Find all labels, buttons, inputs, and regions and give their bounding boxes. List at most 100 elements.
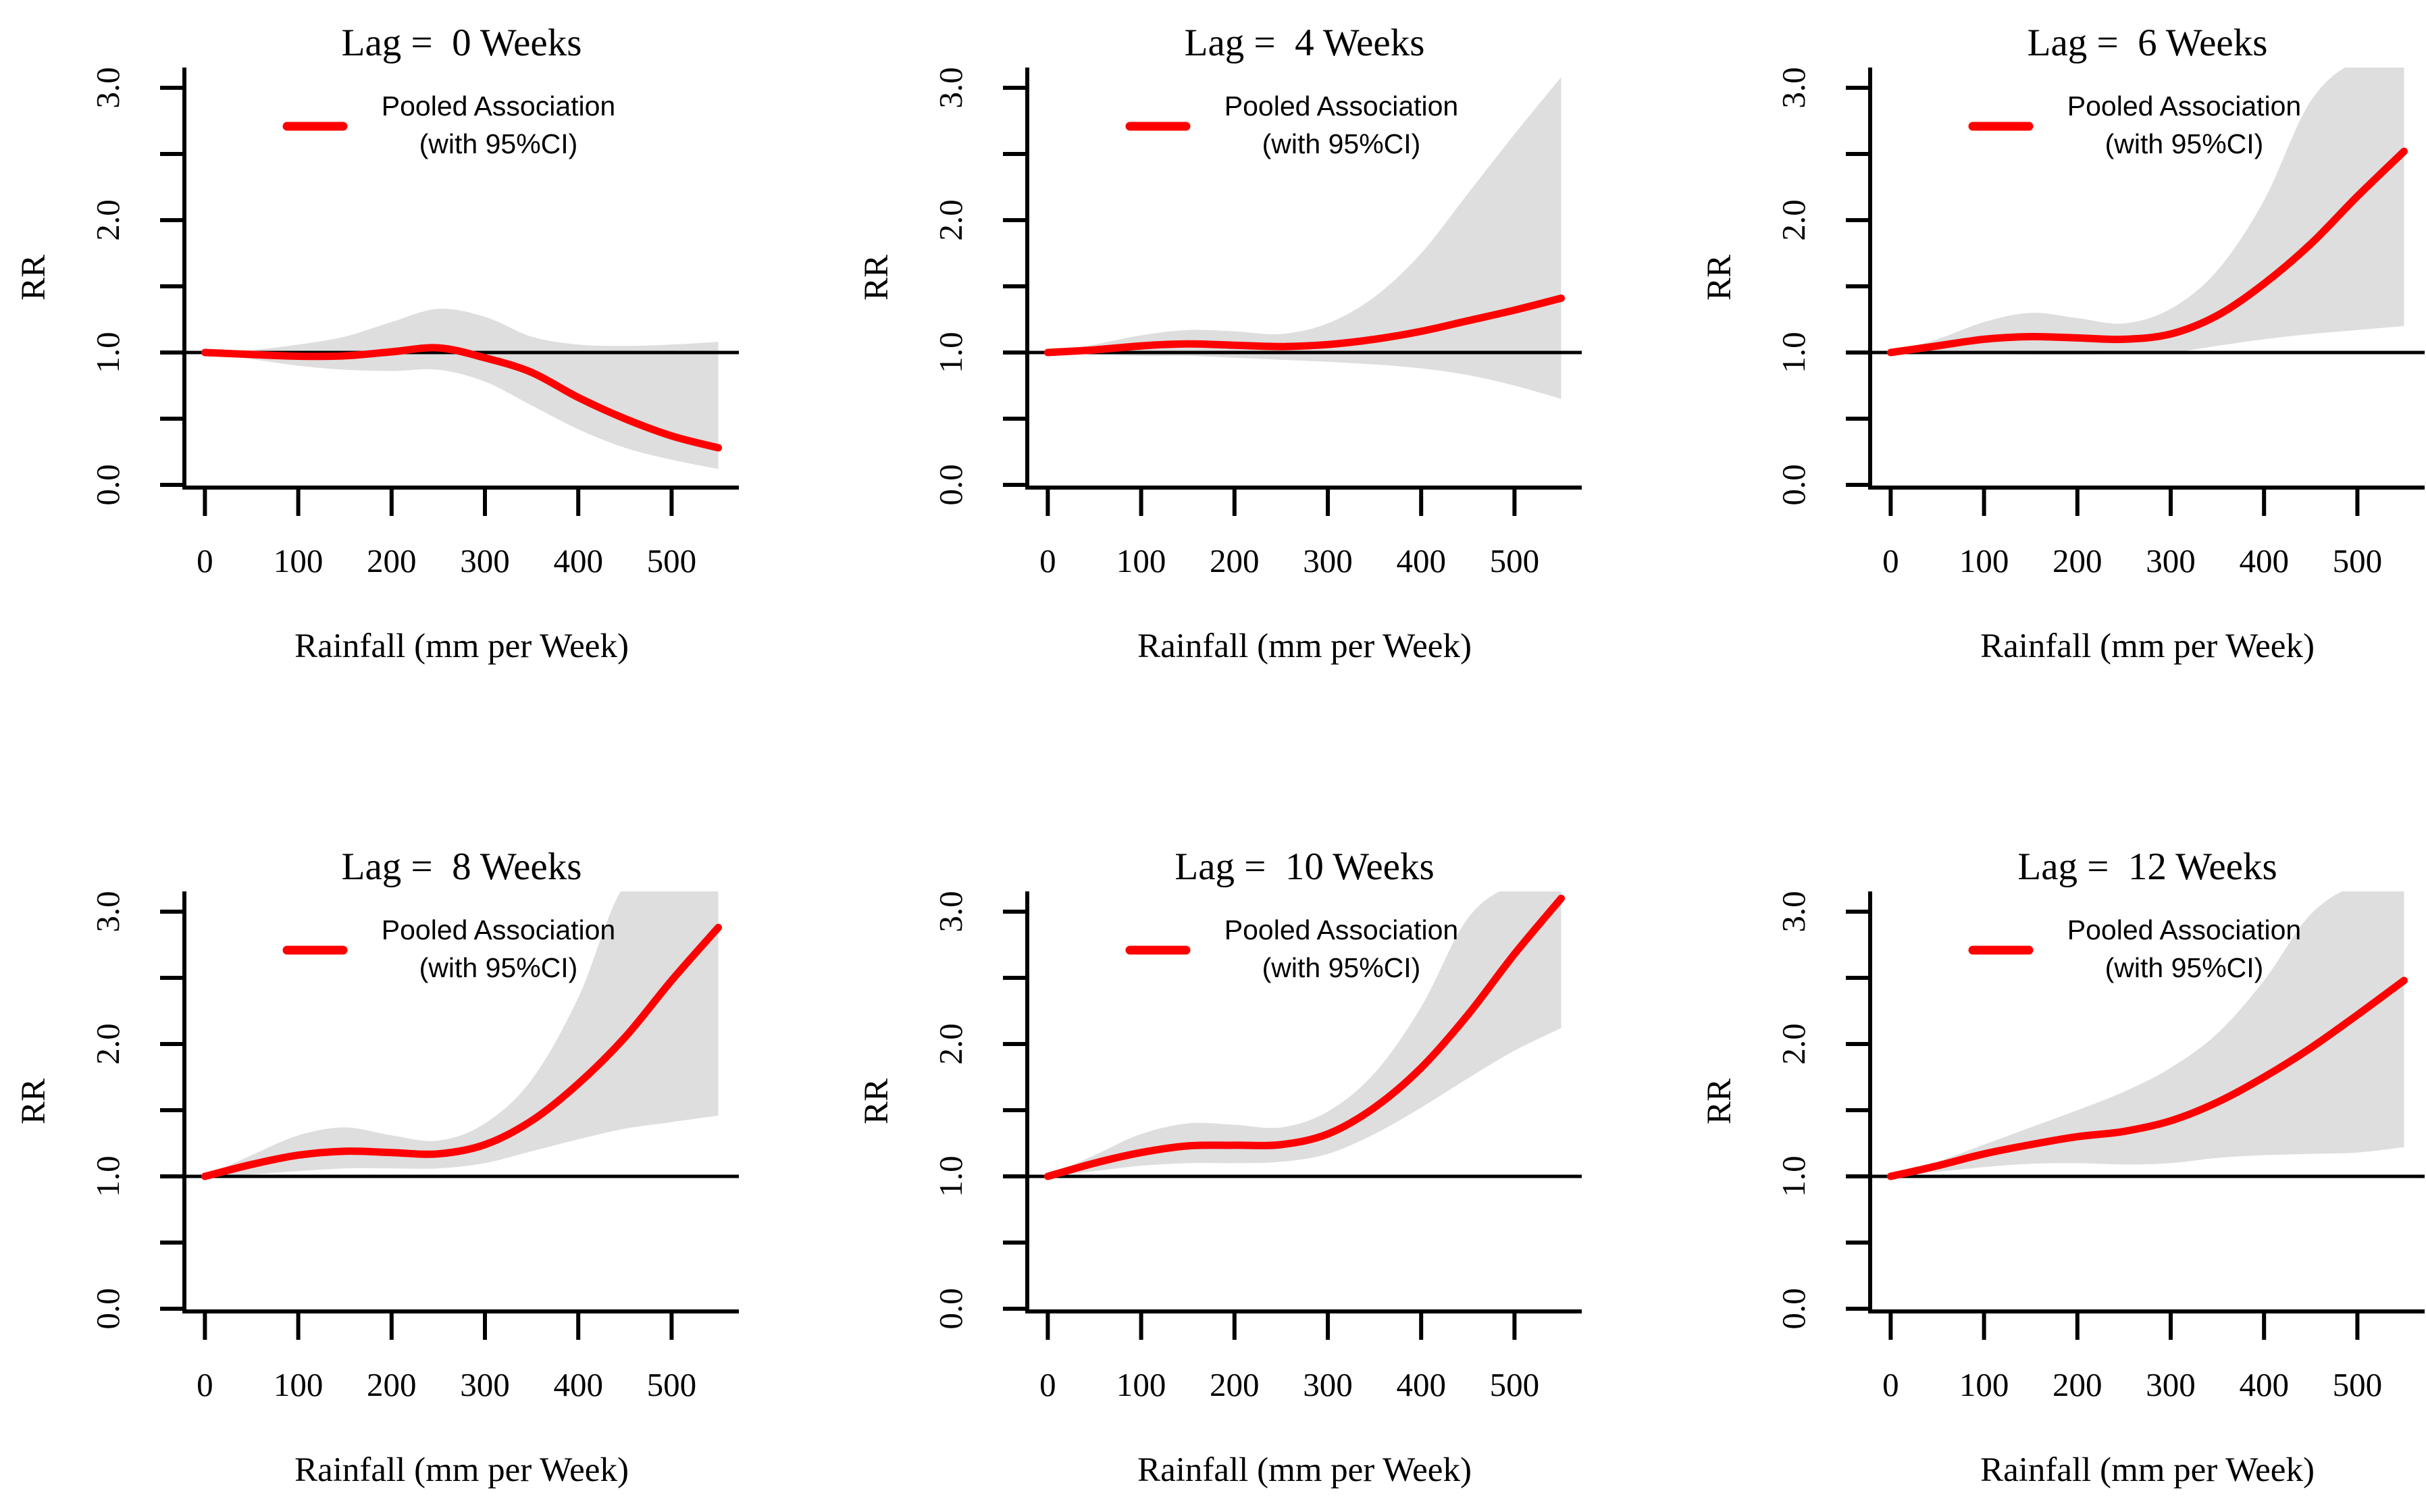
panel-lag-0: 0.0 1.0 2.0 3.0 0 100 200 300 400 500 Rainfall (mm… bbox=[15, 22, 739, 665]
legend-label-line2: (with 95%CI) bbox=[1262, 128, 1421, 159]
legend-label-line2: (with 95%CI) bbox=[2105, 128, 2264, 159]
panel-title: Lag = 0 Weeks bbox=[342, 22, 582, 64]
x-tick-label: 400 bbox=[2239, 542, 2289, 579]
x-tick-label: 0 bbox=[1882, 1366, 1899, 1403]
x-tick-label: 200 bbox=[2053, 1366, 2102, 1403]
x-axis-title: Rainfall (mm per Week) bbox=[1980, 1451, 2315, 1489]
legend-label-line1: Pooled Association bbox=[1224, 914, 1458, 945]
x-tick-label: 400 bbox=[553, 542, 603, 579]
y-tick-label: 3.0 bbox=[932, 891, 969, 932]
x-tick-label: 400 bbox=[2239, 1366, 2289, 1403]
y-tick-label: 0.0 bbox=[89, 464, 126, 505]
x-axis-title: Rainfall (mm per Week) bbox=[1137, 627, 1472, 665]
y-tick-label: 2.0 bbox=[932, 199, 969, 240]
legend-label-line2: (with 95%CI) bbox=[419, 128, 578, 159]
x-tick-label: 500 bbox=[2333, 1366, 2383, 1403]
ci-band bbox=[205, 309, 719, 469]
legend-label-line2: (with 95%CI) bbox=[419, 952, 578, 983]
pooled-association-curve bbox=[1043, 894, 1565, 1180]
x-tick-label: 500 bbox=[647, 1366, 697, 1403]
y-tick-label: 2.0 bbox=[1775, 199, 1812, 240]
y-axis-title: RR bbox=[1701, 255, 1738, 301]
x-tick-label: 200 bbox=[1210, 542, 1260, 579]
panel-title: Lag = 8 Weeks bbox=[342, 845, 582, 888]
pooled-association-curve bbox=[201, 344, 722, 452]
x-tick-label: 100 bbox=[274, 1366, 324, 1403]
x-tick-label: 0 bbox=[1039, 542, 1056, 579]
legend-label-line1: Pooled Association bbox=[382, 90, 615, 122]
y-tick-label: 1.0 bbox=[89, 1155, 126, 1197]
y-tick-label: 0.0 bbox=[932, 1288, 969, 1329]
x-tick-label: 300 bbox=[460, 1366, 510, 1403]
x-tick-label: 0 bbox=[197, 1366, 213, 1403]
panel-lag-8: 0.0 1.0 2.0 3.0 0 100 200 300 400 500 Rainfall (mm… bbox=[15, 845, 739, 1489]
legend-label-line1: Pooled Association bbox=[1224, 90, 1458, 122]
x-tick-label: 400 bbox=[1396, 542, 1446, 579]
ci-band bbox=[1048, 77, 1562, 399]
panel-title: Lag = 10 Weeks bbox=[1175, 845, 1434, 888]
y-tick-label: 1.0 bbox=[1775, 332, 1812, 373]
x-tick-label: 300 bbox=[2146, 1366, 2196, 1403]
x-axis-title: Rainfall (mm per Week) bbox=[1137, 1451, 1472, 1489]
x-tick-label: 100 bbox=[1116, 542, 1166, 579]
pooled-association-curve bbox=[1886, 147, 2408, 357]
ci-band bbox=[1890, 891, 2404, 1176]
legend-label-line1: Pooled Association bbox=[382, 914, 615, 945]
y-tick-label: 3.0 bbox=[89, 67, 126, 108]
y-tick-label: 2.0 bbox=[89, 1023, 126, 1064]
y-axis-title: RR bbox=[1701, 1078, 1738, 1124]
x-tick-label: 200 bbox=[1210, 1366, 1260, 1403]
y-axis-title: RR bbox=[15, 255, 53, 301]
y-tick-label: 3.0 bbox=[932, 67, 969, 108]
y-tick-label: 1.0 bbox=[89, 332, 126, 373]
x-tick-label: 400 bbox=[553, 1366, 603, 1403]
ci-band bbox=[1890, 68, 2404, 355]
y-tick-label: 2.0 bbox=[89, 199, 126, 240]
x-tick-label: 300 bbox=[460, 542, 510, 579]
y-tick-label: 0.0 bbox=[1775, 464, 1812, 505]
x-tick-label: 200 bbox=[367, 1366, 417, 1403]
panel-lag-12: 0.0 1.0 2.0 3.0 0 100 200 300 400 500 Rainfall (mm… bbox=[1701, 845, 2425, 1489]
panel-lag-6: 0.0 1.0 2.0 3.0 0 100 200 300 400 500 Rainfall (mm… bbox=[1701, 22, 2425, 665]
y-tick-label: 1.0 bbox=[1775, 1155, 1812, 1197]
y-tick-label: 0.0 bbox=[1775, 1288, 1812, 1329]
y-tick-label: 0.0 bbox=[89, 1288, 126, 1329]
x-axis-title: Rainfall (mm per Week) bbox=[294, 627, 629, 665]
panel-title: Lag = 6 Weeks bbox=[2028, 22, 2268, 64]
x-tick-label: 400 bbox=[1396, 1366, 1446, 1403]
x-tick-label: 300 bbox=[1303, 1366, 1353, 1403]
y-axis-title: RR bbox=[15, 1078, 53, 1124]
x-tick-label: 100 bbox=[1959, 542, 2009, 579]
x-tick-label: 100 bbox=[1959, 1366, 2009, 1403]
x-tick-label: 0 bbox=[1039, 1366, 1056, 1403]
legend-label-line2: (with 95%CI) bbox=[1262, 952, 1421, 983]
panel-lag-4: 0.0 1.0 2.0 3.0 0 100 200 300 400 500 Rainfall (mm… bbox=[858, 22, 1582, 665]
x-tick-label: 0 bbox=[1882, 542, 1899, 579]
y-tick-label: 2.0 bbox=[1775, 1023, 1812, 1064]
ci-band bbox=[205, 891, 719, 1176]
legend-label-line1: Pooled Association bbox=[2067, 90, 2301, 122]
x-axis-title: Rainfall (mm per Week) bbox=[294, 1451, 629, 1489]
x-tick-label: 500 bbox=[647, 542, 697, 579]
x-tick-label: 300 bbox=[2146, 542, 2196, 579]
x-tick-label: 200 bbox=[2053, 542, 2102, 579]
ci-band bbox=[1048, 891, 1562, 1176]
x-tick-label: 500 bbox=[1490, 1366, 1540, 1403]
legend-label-line1: Pooled Association bbox=[2067, 914, 2301, 945]
y-tick-label: 3.0 bbox=[1775, 67, 1812, 108]
y-tick-label: 0.0 bbox=[932, 464, 969, 505]
x-tick-label: 500 bbox=[1490, 542, 1540, 579]
x-tick-label: 200 bbox=[367, 542, 417, 579]
y-tick-label: 1.0 bbox=[932, 332, 969, 373]
x-tick-label: 100 bbox=[274, 542, 324, 579]
panel-lag-10: 0.0 1.0 2.0 3.0 0 100 200 300 400 500 Rainfall (mm… bbox=[858, 845, 1582, 1489]
y-tick-label: 3.0 bbox=[1775, 891, 1812, 932]
legend-label-line2: (with 95%CI) bbox=[2105, 952, 2264, 983]
x-tick-label: 100 bbox=[1116, 1366, 1166, 1403]
x-tick-label: 300 bbox=[1303, 542, 1353, 579]
x-axis-title: Rainfall (mm per Week) bbox=[1980, 627, 2315, 665]
pooled-association-curve bbox=[1886, 976, 2408, 1180]
y-axis-title: RR bbox=[858, 1078, 896, 1124]
